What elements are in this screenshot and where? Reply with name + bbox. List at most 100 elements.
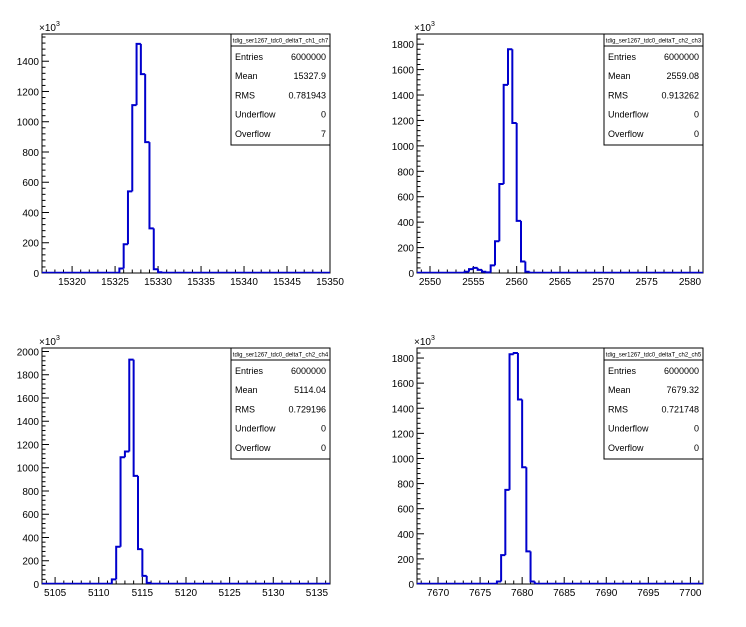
histogram-bin [507,48,513,85]
stats-box-frame [603,33,704,146]
histogram-bin [137,475,143,551]
y-exponent-label: ×103 [414,335,435,348]
y-exponent-base: ×10 [414,337,431,348]
stats-box-frame [603,347,704,460]
y-tick-label: 1400 [392,91,415,102]
stats-box: tdig_ser1267_tdc0_deltaT_ch2_ch4 Entries 6… [230,347,331,460]
histogram-bin [489,264,495,273]
stats-row-label: Mean [235,385,258,395]
histogram-bin [495,580,502,584]
histogram-bin [123,450,130,458]
y-exponent-label: ×103 [39,335,60,348]
x-tick-label: 15335 [187,277,215,288]
histogram-bin [502,83,508,185]
histogram-bin [148,142,154,230]
x-tick-label: 15325 [101,277,129,288]
y-tick-label: 600 [397,505,414,516]
stats-row-value: 0 [694,110,699,120]
y-exponent-base: ×10 [39,337,56,348]
stats-row-value: 0.721748 [661,404,699,414]
histogram-bin [135,42,141,106]
histogram-bin [508,353,514,490]
stats-row-label: RMS [608,404,628,414]
y-tick-label: 1200 [392,429,415,440]
histogram-bin [504,488,510,556]
x-tick-label: 15345 [273,277,301,288]
stats-row-label: Entries [608,52,637,62]
y-exponent-power: 3 [56,21,60,28]
stats-row-value: 0 [321,443,326,453]
y-tick-label: 400 [397,530,414,541]
y-tick-label: 2000 [17,347,40,358]
histogram-bin [152,228,159,271]
y-tick-label: 0 [33,580,39,591]
histogram-bin [131,104,137,192]
y-tick-label: 800 [397,167,414,178]
stats-row-label: Overflow [608,129,644,139]
x-tick-label: 5105 [44,588,67,599]
x-tick-label: 2555 [462,277,485,288]
x-tick-label: 5110 [88,588,110,599]
y-exponent-base: ×10 [414,23,431,34]
y-tick-label: 0 [33,269,39,280]
x-tick-label: 15350 [316,277,344,288]
stats-row-label: Mean [608,385,631,395]
y-tick-label: 400 [397,218,414,229]
stats-row-value: 0 [694,424,699,434]
y-tick-label: 1600 [392,66,415,77]
y-tick-label: 400 [22,208,39,219]
stats-box-title: tdig_ser1267_tdc0_deltaT_ch2_ch4 [233,353,329,359]
x-tick-label: 5125 [219,588,242,599]
histogram-bin [126,190,133,245]
stats-row-value: 0 [694,129,699,139]
stats-row-value: 6000000 [291,366,326,376]
histogram-bin [511,49,517,124]
y-tick-label: 1800 [392,40,415,51]
histogram-bin [476,267,482,271]
x-tick-label: 7680 [511,588,534,599]
x-tick-label: 5120 [175,588,198,599]
stats-box: tdig_ser1267_tdc0_deltaT_ch2_ch5 Entries 6… [603,347,704,460]
stats-box-title: tdig_ser1267_tdc0_deltaT_ch1_ch7 [233,39,329,45]
histogram-panel-4: 7670 7675 7680 7685 7690 7695 7700 0 200 400 600 80… [392,335,704,599]
histogram-bin [115,545,121,580]
y-tick-label: 600 [22,178,39,189]
histogram-bin [524,261,530,273]
histogram-bin [498,183,504,242]
histogram-bin [521,399,527,469]
y-tick-label: 1800 [17,371,40,382]
y-tick-label: 200 [22,557,39,568]
stats-row-value: 2559.08 [666,71,699,81]
y-tick-label: 800 [22,148,39,159]
x-tick-label: 7695 [637,588,660,599]
y-tick-label: 1800 [392,354,415,365]
histogram-bin [525,467,531,553]
histogram-bin [494,240,500,266]
histogram-bin [468,268,474,272]
y-tick-label: 1200 [392,116,415,127]
stats-row-label: Underflow [608,424,649,434]
histogram-bin [128,358,134,452]
y-tick-label: 1400 [17,57,40,68]
y-tick-label: 1200 [17,87,40,98]
stats-row-label: Underflow [235,110,276,120]
y-tick-label: 200 [22,239,39,250]
x-tick-label: 2570 [592,277,615,288]
stats-row-value: 0 [321,424,326,434]
histogram-bin [119,456,125,547]
x-tick-label: 5130 [262,588,285,599]
stats-row-label: Mean [235,71,258,81]
y-tick-label: 1400 [392,404,415,415]
x-tick-label: 2580 [679,277,702,288]
stats-row-value: 0 [321,110,326,120]
y-tick-label: 200 [397,244,414,255]
y-tick-label: 1000 [392,454,415,465]
histogram-bin [145,575,152,584]
stats-row-value: 0.729196 [288,404,326,414]
y-tick-label: 600 [22,510,39,521]
stats-row-value: 6000000 [664,52,699,62]
y-tick-label: 800 [22,487,39,498]
x-tick-label: 2565 [549,277,572,288]
stats-box-title: tdig_ser1267_tdc0_deltaT_ch2_ch5 [606,353,702,359]
